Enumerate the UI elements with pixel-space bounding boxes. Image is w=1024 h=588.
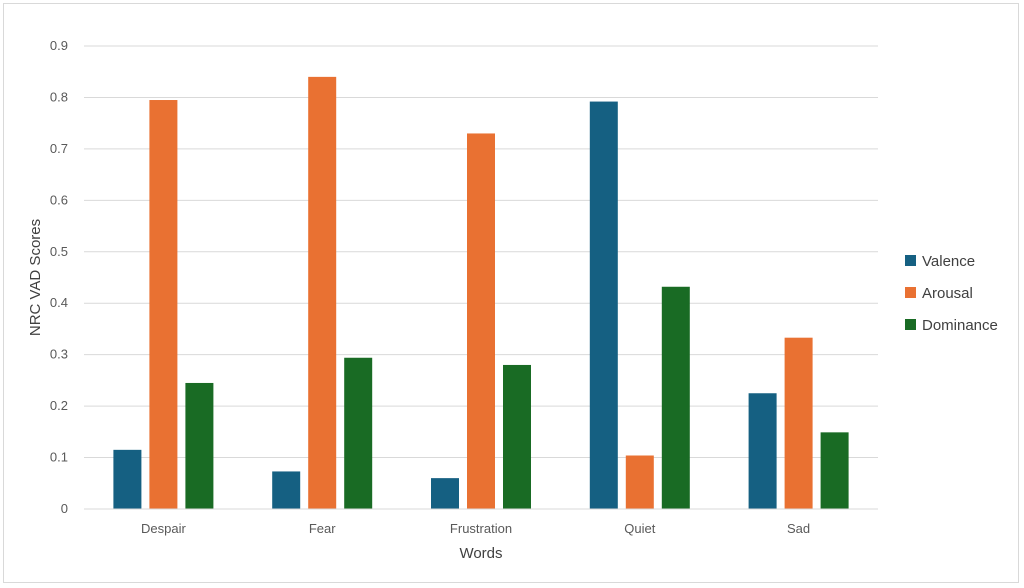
bar-valence-fear [272,471,301,509]
legend-label-valence: Valence [922,253,975,270]
y-tick-label: 0.2 [50,398,68,413]
y-tick-label: 0.8 [50,89,68,104]
bar-dominance-quiet [661,286,690,509]
bar-dominance-sad [820,432,849,509]
y-axis-ticks: 0 0.1 0.2 0.3 0.4 0.5 0.6 0.7 0.8 0.9 [50,38,68,516]
x-tick-label: Frustration [450,521,512,536]
y-tick-label: 0.3 [50,347,68,362]
x-axis-title: Words [459,545,502,562]
x-tick-label: Quiet [624,521,655,536]
y-tick-label: 0.4 [50,295,68,310]
bar-arousal-despair [149,100,178,510]
y-tick-label: 0.7 [50,141,68,156]
bar-arousal-sad [784,337,813,509]
legend-label-arousal: Arousal [922,285,973,302]
y-tick-label: 0.5 [50,244,68,259]
legend-swatch-dominance [905,319,916,330]
legend-swatch-valence [905,255,916,266]
bar-dominance-frustration [503,364,531,509]
y-tick-label: 0.6 [50,192,68,207]
legend-label-dominance: Dominance [922,317,998,334]
x-tick-label: Sad [787,521,810,536]
bar-arousal-quiet [625,455,654,509]
x-axis-ticks: Despair Fear Frustration Quiet Sad [141,521,810,536]
legend-swatch-arousal [905,287,916,298]
bar-valence-quiet [589,101,618,509]
bar-valence-despair [113,449,142,509]
bar-dominance-fear [344,357,373,509]
x-tick-label: Despair [141,521,186,536]
y-axis-title: NRC VAD Scores [27,219,44,336]
bars [113,76,849,510]
legend: Valence Arousal Dominance [905,253,998,334]
bar-valence-frustration [431,478,459,509]
bar-arousal-frustration [467,133,495,509]
y-tick-label: 0.9 [50,38,68,53]
x-tick-label: Fear [309,521,336,536]
bar-arousal-fear [308,76,337,509]
bar-valence-sad [748,393,777,509]
y-tick-label: 0 [61,501,68,516]
y-tick-label: 0.1 [50,450,68,465]
bar-dominance-despair [185,382,214,509]
